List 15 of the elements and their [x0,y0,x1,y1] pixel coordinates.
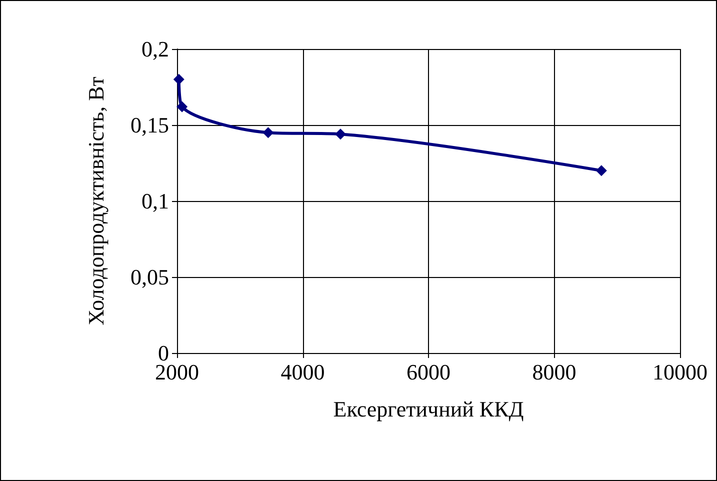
y-tick-label: 0,2 [142,36,169,62]
y-tick-label: 0,1 [142,188,169,214]
x-tick-label: 8000 [532,360,576,384]
x-tick-label: 4000 [280,360,325,384]
y-axis-title: Холодопродуктивність, Вт [84,76,108,326]
point [334,128,346,140]
x-tick-label: 10000 [652,360,708,384]
y-tick-label: 0,05 [130,264,169,290]
point [176,101,188,112]
point [596,165,607,176]
point [173,74,184,85]
point [262,127,274,138]
x-axis-title: Ексергетичний ККД [333,396,524,422]
x-tick-label: 6000 [406,360,450,384]
y-tick-label: 0,15 [130,112,169,138]
